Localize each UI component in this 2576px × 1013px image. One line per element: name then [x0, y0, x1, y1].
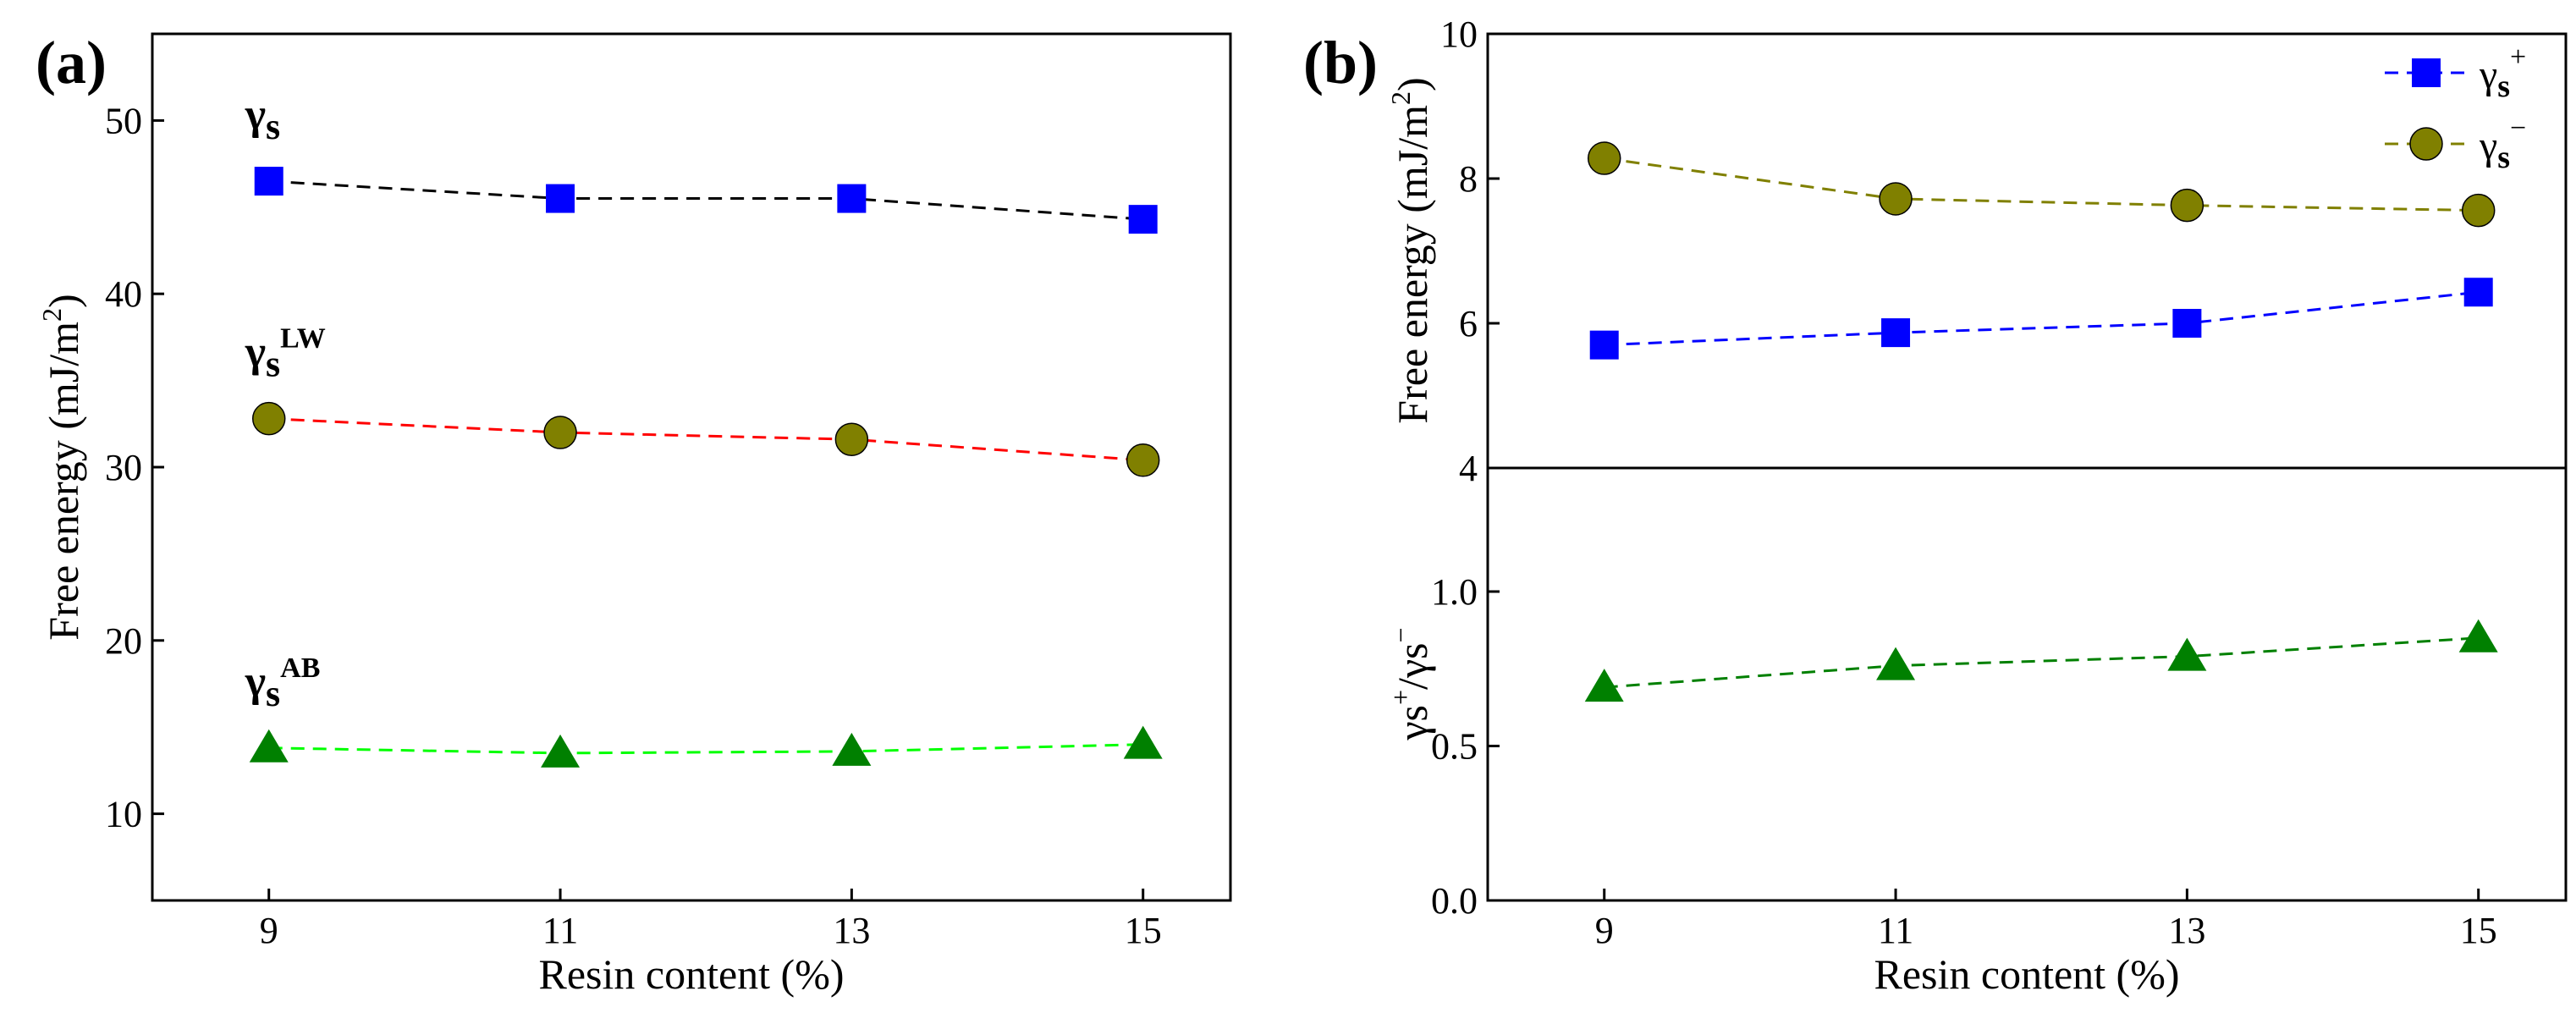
- panel-b-bottom-y-tick-label-1: 0.0: [1431, 880, 1478, 922]
- panel-b-x-tick-label-1: 9: [1595, 910, 1614, 951]
- panel-b-series: [1584, 141, 2498, 702]
- panel-b-bottom-y-axis-label-part-2: +: [1385, 690, 1416, 705]
- panel-a-x-tick-label-4: 15: [1125, 910, 1162, 951]
- legend-gamma-s-plus-marker: [2412, 58, 2441, 87]
- panel-a-gamma-s-lw-label: γsLW: [245, 323, 326, 385]
- panel-a-gamma-s-ab-line: [268, 743, 1143, 755]
- panel-a-x-tick-label-1: 9: [260, 910, 278, 951]
- legend-gamma-s-minus-label: γs−: [2479, 113, 2526, 175]
- panel-b-gamma-s-plus-point-4: [2463, 278, 2493, 307]
- panel-a: 9 11 13 15 10 20 30 40 50 γs γsLW γsAB Resin conte…: [36, 32, 1232, 998]
- panel-b-bottom-y-axis-label-part-3: /γs: [1389, 642, 1436, 689]
- panel-b-legend: γs+ γs−: [2385, 41, 2526, 175]
- panel-a-gamma-s-ab-point-2: [541, 734, 581, 768]
- panel-b-bottom-y-tick-label-3: 1.0: [1431, 571, 1478, 613]
- panel-b-gamma-s-minus-point-1: [1587, 141, 1621, 175]
- panel-b-ratio-point-4: [2458, 619, 2498, 652]
- panel-a-x-axis-label: Resin content (%): [538, 950, 844, 998]
- panel-b-ratio-point-1: [1584, 669, 1624, 702]
- panel-a-y-tick-label-2: 20: [105, 620, 142, 662]
- panel-b-gamma-s-minus-point-2: [1879, 182, 1913, 216]
- panel-a-series: [249, 167, 1163, 768]
- panel-b-ratio-point-3: [2167, 637, 2207, 671]
- panel-a-gamma-s-lw-point-4: [1126, 443, 1160, 477]
- panel-b-gamma-s-minus-point-3: [2170, 188, 2204, 223]
- panel-a-y-tick-label-5: 50: [105, 100, 142, 141]
- panel-b-bottom-y-axis-label-part-4: −: [1385, 627, 1416, 642]
- panel-b-gamma-s-plus-line: [1604, 290, 2479, 347]
- panel-a-y-axis-label: Free energy (mJ/m2): [36, 294, 87, 640]
- panel-b-ratio-line: [1604, 636, 2479, 689]
- panel-a-y-tick-label-4: 40: [105, 273, 142, 315]
- panel-b-x-axis-label: Resin content (%): [1874, 950, 2179, 998]
- panel-b-gamma-s-minus-line: [1604, 157, 2479, 212]
- panel-a-ticks: 9 11 13 15 10 20 30 40 50: [105, 100, 1162, 951]
- panel-b-top-y-tick-label-4: 10: [1440, 14, 1478, 55]
- panel-b-bottom-y-axis-label: γs+/γs−: [1385, 627, 1436, 740]
- panel-a-y-axis-label-sup: 2: [36, 308, 67, 322]
- panel-b-ticks: 9 11 13 15 4 6 8 10 0.0 0.5 1.0: [1431, 14, 2497, 951]
- panel-a-gamma-s-label: γs: [245, 91, 280, 147]
- panel-a-label: (a): [36, 29, 107, 96]
- panel-b-top-y-axis-label-close: ): [1389, 77, 1436, 91]
- panel-b-top-y-axis-label-main: Free energy (mJ/m: [1389, 105, 1436, 424]
- panel-b-gamma-s-plus-point-2: [1881, 318, 1911, 348]
- panel-b-top-y-tick-label-3: 8: [1459, 158, 1478, 200]
- panel-b-top-y-axis-label-sup: 2: [1385, 91, 1416, 105]
- panel-a-series-labels: γs γsLW γsAB: [245, 91, 326, 714]
- panel-a-x-tick-label-3: 13: [833, 910, 870, 951]
- panel-a-gamma-s-lw-point-2: [543, 416, 577, 449]
- panel-a-x-tick-label-2: 11: [542, 910, 578, 951]
- panel-a-gamma-s-line: [268, 179, 1143, 221]
- panel-a-y-axis-label-close: ): [40, 294, 87, 308]
- panel-a-y-tick-label-3: 30: [105, 447, 142, 488]
- panel-a-y-tick-label-1: 10: [105, 794, 142, 835]
- panel-b-top-y-tick-label-1: 4: [1459, 448, 1478, 489]
- panel-a-gamma-s-ab-point-3: [832, 732, 872, 766]
- legend-gamma-s-minus-marker: [2409, 127, 2443, 161]
- panel-a-gamma-s-lw-point-1: [251, 401, 286, 436]
- panel-a-gamma-s-lw-point-3: [834, 422, 869, 456]
- panel-a-gamma-s-point-2: [546, 184, 575, 213]
- panel-b-gamma-s-plus-point-3: [2172, 309, 2202, 338]
- panel-a-gamma-s-point-3: [837, 184, 867, 213]
- panel-a-gamma-s-point-4: [1128, 205, 1158, 234]
- panel-a-y-axis-label-main: Free energy (mJ/m: [40, 322, 87, 641]
- panel-a-gamma-s-point-1: [254, 167, 283, 196]
- panel-b-x-tick-label-2: 11: [1878, 910, 1913, 951]
- panel-a-gamma-s-lw-line: [268, 417, 1143, 462]
- panel-b-gamma-s-plus-point-1: [1589, 330, 1619, 360]
- panel-a-frame: [151, 32, 1232, 902]
- panel-b-top-y-tick-label-2: 6: [1459, 303, 1478, 344]
- panel-b-label: (b): [1303, 29, 1378, 96]
- legend-gamma-s-plus-label: γs+: [2479, 41, 2526, 104]
- panel-a-gamma-s-ab-point-4: [1123, 725, 1163, 759]
- panel-a-gamma-s-ab-point-1: [249, 729, 289, 763]
- panel-b-x-tick-label-4: 15: [2460, 910, 2497, 951]
- panel-b-bottom-y-tick-label-2: 0.5: [1431, 726, 1478, 768]
- panel-b-bottom-y-axis-label-part-1: γs: [1389, 705, 1436, 741]
- panel-b-ratio-point-2: [1876, 647, 1916, 680]
- panel-b-gamma-s-minus-point-4: [2461, 193, 2496, 228]
- panel-b-top-y-axis-label: Free energy (mJ/m2): [1385, 77, 1436, 423]
- panel-a-gamma-s-ab-label: γsAB: [245, 652, 321, 714]
- panel-b-x-tick-label-3: 13: [2168, 910, 2205, 951]
